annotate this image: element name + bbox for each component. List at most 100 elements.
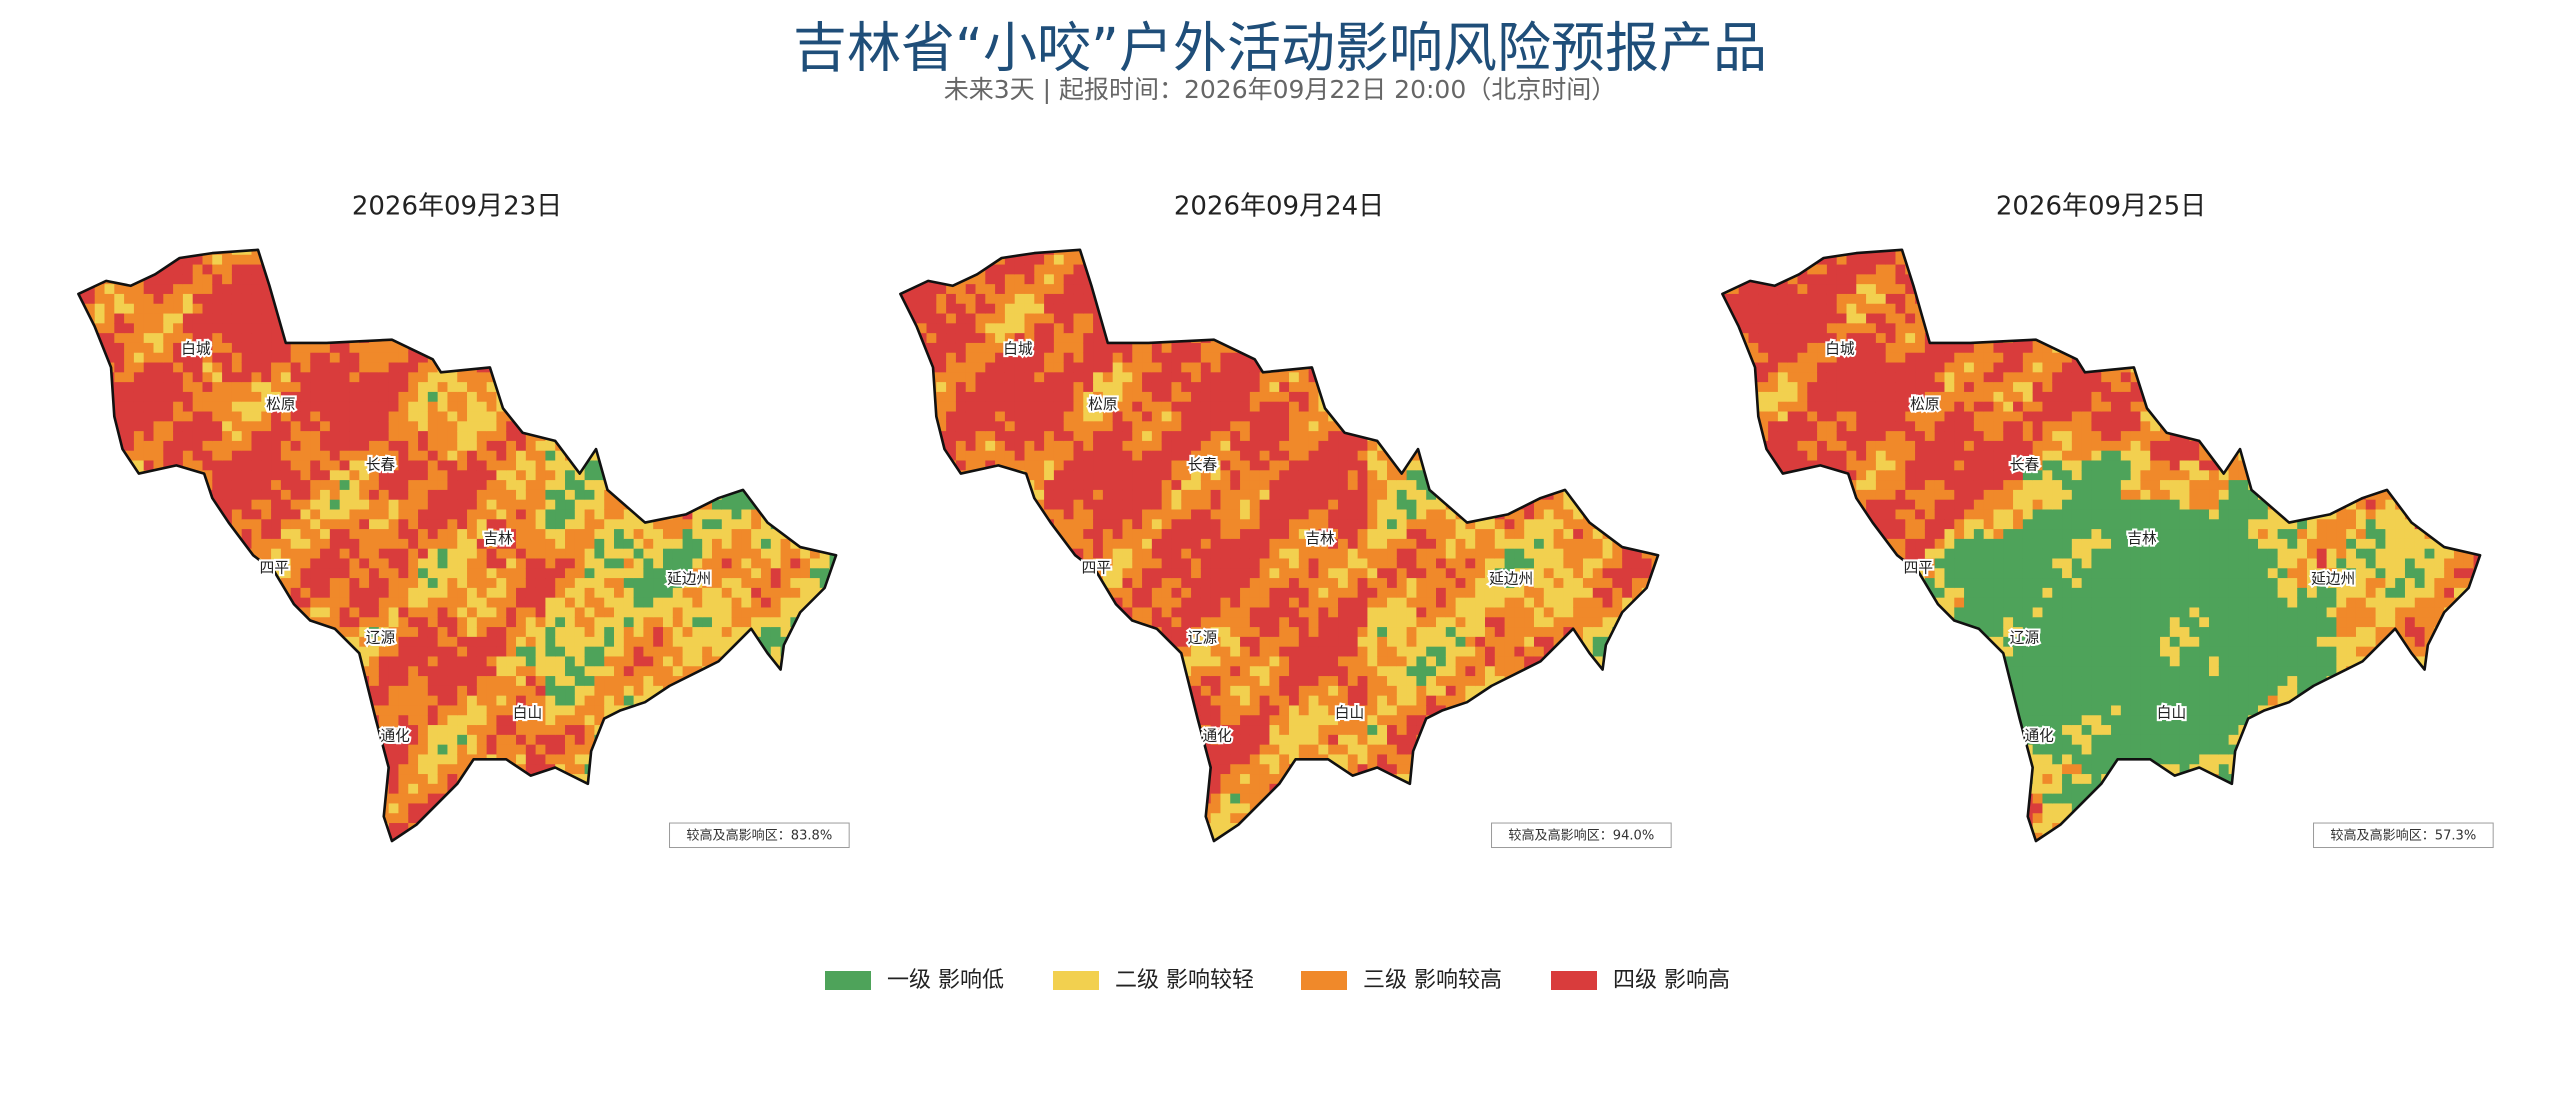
risk-cell [339, 274, 350, 285]
risk-cell [153, 470, 164, 481]
risk-cell [339, 470, 350, 481]
risk-cell [623, 627, 635, 638]
risk-cell [133, 421, 145, 432]
risk-cell [320, 587, 331, 599]
risk-cell [711, 676, 723, 687]
risk-cell [672, 558, 684, 569]
risk-cell [290, 538, 301, 550]
risk-cell [202, 538, 213, 550]
risk-cell [487, 843, 497, 853]
risk-cell [192, 813, 203, 824]
risk-cell [202, 254, 213, 266]
risk-cell [819, 529, 831, 540]
risk-cell [584, 499, 595, 510]
risk-cell [711, 509, 723, 520]
risk-cell [94, 548, 106, 559]
risk-cell [251, 323, 262, 334]
risk-cell [643, 636, 654, 648]
risk-cell [339, 323, 350, 334]
risk-cell [447, 558, 458, 569]
risk-cell [329, 783, 341, 795]
risk-cell [388, 411, 399, 422]
risk-cell [94, 695, 106, 706]
risk-cell [143, 421, 154, 432]
risk-cell [134, 843, 144, 853]
risk-cell [760, 499, 772, 510]
risk-cell [261, 666, 272, 677]
risk-cell [506, 274, 517, 285]
risk-cell [711, 754, 723, 765]
risk-cell [790, 519, 801, 530]
risk-cell [300, 538, 311, 550]
risk-cell [271, 725, 282, 736]
risk-cell [731, 460, 742, 471]
risk-cell [280, 734, 292, 746]
risk-cell [614, 607, 625, 618]
risk-cell [241, 489, 252, 501]
risk-cell [329, 499, 341, 510]
risk-cell [427, 342, 439, 354]
risk-cell [114, 284, 125, 295]
risk-cell [78, 568, 86, 579]
risk-cell [271, 323, 282, 334]
risk-cell [545, 705, 556, 716]
risk-cell [476, 411, 488, 422]
risk-cell [900, 411, 908, 422]
risk-cell [819, 558, 831, 569]
risk-cell [486, 313, 497, 324]
risk-cell [614, 843, 624, 853]
risk-cell [251, 431, 262, 442]
risk-cell [809, 352, 821, 364]
risk-cell [143, 685, 154, 697]
risk-cell [182, 249, 194, 256]
risk-cell [741, 529, 752, 540]
risk-cell [418, 382, 429, 393]
risk-cell [143, 587, 154, 599]
risk-cell [476, 509, 488, 520]
risk-cell [84, 274, 96, 285]
risk-cell [702, 558, 713, 569]
risk-cell [486, 391, 497, 403]
risk-cell [614, 440, 625, 452]
risk-cell [741, 440, 752, 452]
risk-cell [84, 803, 96, 814]
risk-cell [682, 460, 693, 471]
risk-cell [408, 676, 419, 687]
risk-cell [819, 519, 831, 530]
risk-cell [760, 470, 772, 481]
risk-cell [525, 264, 537, 275]
risk-cell [711, 734, 723, 746]
risk-cell [594, 264, 605, 275]
risk-cell [476, 499, 488, 510]
risk-cell [418, 627, 429, 638]
risk-cell [163, 480, 174, 491]
risk-cell [133, 529, 145, 540]
risk-cell [173, 754, 184, 765]
risk-cell [760, 431, 772, 442]
risk-cell [711, 303, 723, 315]
risk-cell [359, 293, 370, 305]
risk-cell [906, 411, 918, 422]
risk-cell [241, 754, 252, 765]
risk-cell [349, 470, 360, 481]
risk-cell [643, 715, 654, 726]
risk-cell [516, 529, 527, 540]
risk-cell [124, 754, 135, 765]
risk-cell [222, 578, 233, 589]
risk-cell [310, 489, 321, 501]
risk-cell [388, 460, 399, 471]
risk-cell [398, 293, 409, 305]
risk-cell [290, 793, 301, 804]
risk-cell [290, 676, 301, 687]
risk-cell [555, 695, 566, 706]
risk-cell [153, 274, 164, 285]
risk-cell [418, 734, 429, 746]
risk-cell [751, 578, 762, 589]
risk-cell [662, 411, 674, 422]
risk-cell [594, 754, 605, 765]
risk-cell [604, 646, 615, 657]
risk-cell [310, 529, 321, 540]
risk-cell [751, 695, 762, 706]
risk-cell [780, 460, 791, 471]
risk-cell [516, 303, 527, 315]
